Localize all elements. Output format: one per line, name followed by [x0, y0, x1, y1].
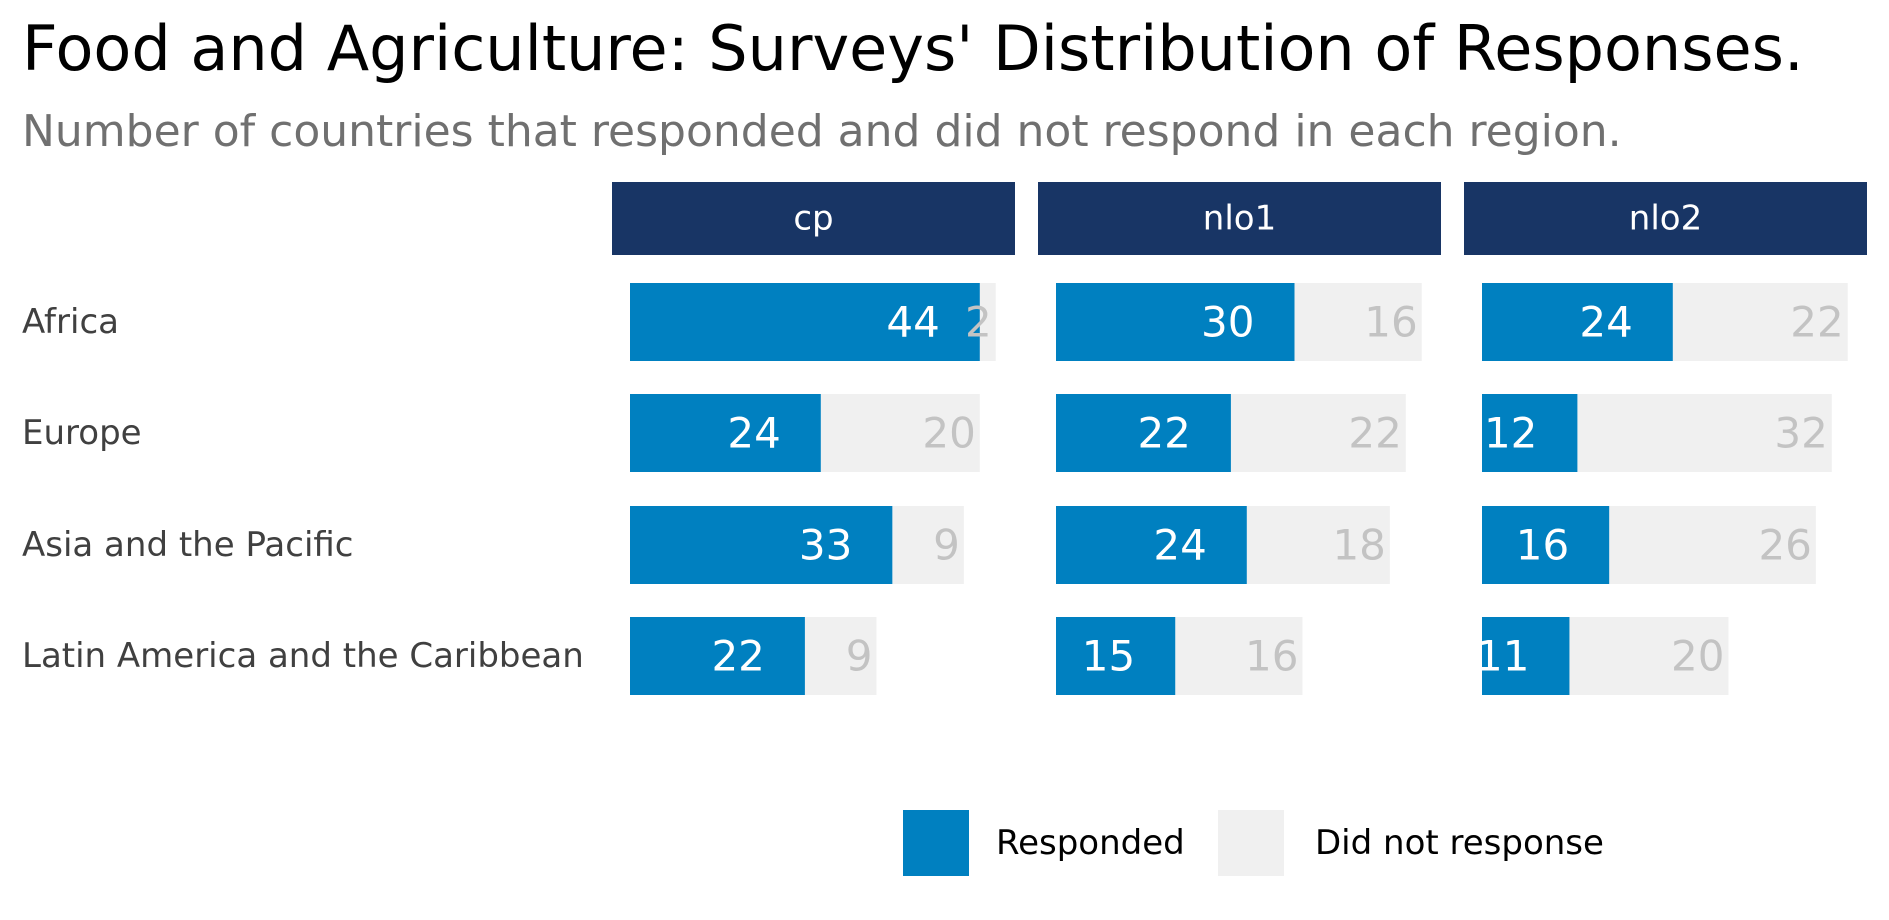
bar-responded-nlo1-africa: [1056, 283, 1295, 361]
value-label-not-responded-nlo1-asia-and-the-pacific: 18: [1332, 521, 1385, 570]
value-label-not-responded-cp-europe: 20: [922, 409, 975, 458]
bar-responded-nlo1-europe: [1056, 394, 1231, 472]
bar-responded-nlo2-europe: [1482, 394, 1578, 472]
category-label-latin-america-and-the-caribbean: Latin America and the Caribbean: [22, 636, 584, 676]
panel-title-cp: cp: [793, 199, 833, 239]
bar-responded-cp-latin-america-and-the-caribbean: [630, 617, 805, 695]
legend-key-responded: [903, 810, 969, 876]
value-label-responded-cp-asia-and-the-pacific: 33: [799, 521, 852, 570]
bar-not-responded-nlo1-latin-america-and-the-caribbean: [1175, 617, 1303, 695]
value-label-responded-cp-africa: 44: [886, 298, 939, 347]
bar-not-responded-nlo1-europe: [1230, 394, 1406, 472]
value-label-responded-nlo2-europe: 12: [1484, 409, 1537, 458]
chart-title: Food and Agriculture: Surveys' Distribut…: [22, 12, 1804, 85]
bar-responded-nlo2-latin-america-and-the-caribbean: [1482, 617, 1570, 695]
value-label-responded-nlo1-asia-and-the-pacific: 24: [1153, 521, 1206, 570]
legend-label-did-not-response: Did not response: [1315, 823, 1604, 863]
value-label-not-responded-nlo1-europe: 22: [1348, 409, 1401, 458]
category-label-africa: Africa: [22, 302, 119, 342]
value-label-responded-cp-europe: 24: [727, 409, 780, 458]
value-label-responded-nlo2-africa: 24: [1579, 298, 1632, 347]
bar-responded-cp-europe: [630, 394, 821, 472]
category-label-asia-and-the-pacific: Asia and the Pacific: [22, 525, 354, 565]
value-label-responded-nlo2-latin-america-and-the-caribbean: 11: [1476, 632, 1529, 681]
value-label-not-responded-nlo2-latin-america-and-the-caribbean: 20: [1671, 632, 1724, 681]
value-label-not-responded-nlo1-latin-america-and-the-caribbean: 16: [1245, 632, 1298, 681]
bar-not-responded-nlo2-europe: [1577, 394, 1832, 472]
value-label-not-responded-cp-africa: 2: [965, 298, 992, 347]
value-label-responded-nlo2-asia-and-the-pacific: 16: [1516, 521, 1569, 570]
value-label-responded-cp-latin-america-and-the-caribbean: 22: [711, 632, 764, 681]
bar-not-responded-nlo1-africa: [1294, 283, 1422, 361]
value-label-not-responded-cp-asia-and-the-pacific: 9: [933, 521, 960, 570]
value-label-responded-nlo1-europe: 22: [1137, 409, 1190, 458]
bar-not-responded-nlo2-africa: [1672, 283, 1848, 361]
category-label-europe: Europe: [22, 413, 142, 453]
value-label-responded-nlo1-latin-america-and-the-caribbean: 15: [1082, 632, 1135, 681]
value-label-not-responded-nlo2-africa: 22: [1790, 298, 1843, 347]
panel-title-nlo2: nlo2: [1629, 199, 1702, 239]
bar-not-responded-cp-asia-and-the-pacific: [892, 506, 964, 584]
panel-strip-nlo1: [1038, 182, 1441, 255]
legend: Responded Did not response: [903, 810, 1604, 876]
value-label-responded-nlo1-africa: 30: [1201, 298, 1254, 347]
bar-not-responded-nlo2-latin-america-and-the-caribbean: [1569, 617, 1729, 695]
bar-responded-cp-africa: [630, 283, 980, 361]
value-label-not-responded-nlo2-europe: 32: [1774, 409, 1827, 458]
value-label-not-responded-cp-latin-america-and-the-caribbean: 9: [846, 632, 873, 681]
bar-not-responded-cp-africa: [979, 283, 996, 361]
value-label-not-responded-nlo2-asia-and-the-pacific: 26: [1758, 521, 1811, 570]
bar-responded-nlo2-africa: [1482, 283, 1673, 361]
value-label-not-responded-nlo1-africa: 16: [1364, 298, 1417, 347]
legend-label-responded: Responded: [996, 823, 1185, 863]
panel-strip-cp: [612, 182, 1015, 255]
bar-responded-nlo1-latin-america-and-the-caribbean: [1056, 617, 1176, 695]
bar-not-responded-cp-europe: [820, 394, 980, 472]
panel-strip-nlo2: [1464, 182, 1867, 255]
bar-not-responded-nlo1-asia-and-the-pacific: [1246, 506, 1390, 584]
panel-title-nlo1: nlo1: [1203, 199, 1276, 239]
plot-area: Africa Europe Asia and the Pacific Latin Am…: [22, 182, 1867, 695]
bar-not-responded-cp-latin-america-and-the-caribbean: [804, 617, 877, 695]
bar-not-responded-nlo2-asia-and-the-pacific: [1609, 506, 1816, 584]
chart-subtitle: Number of countries that responded and d…: [22, 106, 1622, 157]
bar-responded-nlo2-asia-and-the-pacific: [1482, 506, 1610, 584]
legend-key-did-not-response: [1218, 810, 1284, 876]
bar-responded-nlo1-asia-and-the-pacific: [1056, 506, 1247, 584]
bar-responded-cp-asia-and-the-pacific: [630, 506, 893, 584]
